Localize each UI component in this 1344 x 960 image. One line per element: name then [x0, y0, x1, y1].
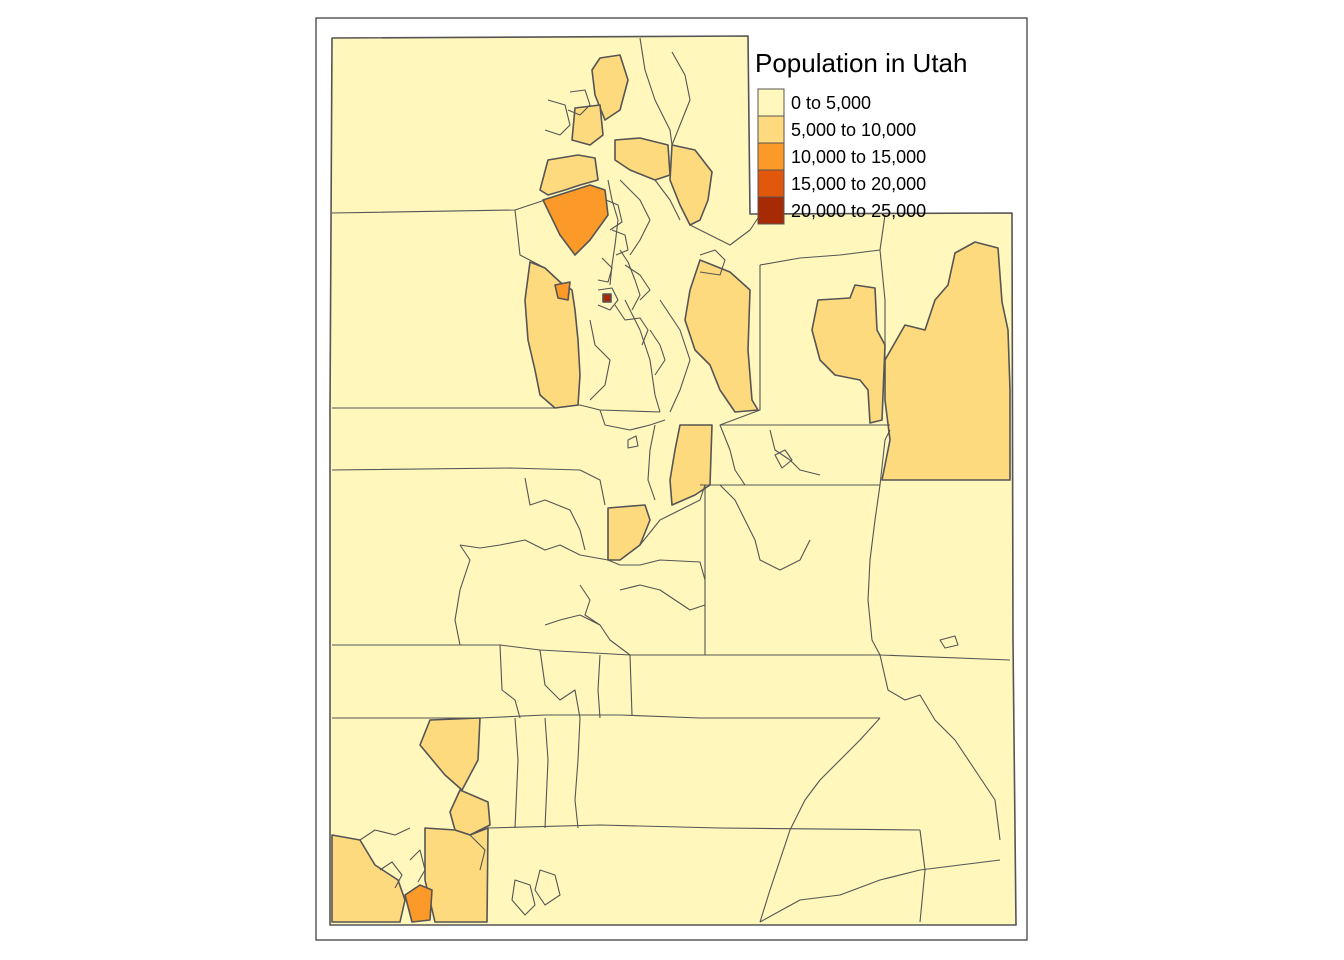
legend-swatch-4 [757, 169, 785, 198]
region-orange-south [404, 884, 433, 923]
region-east-bay [811, 284, 886, 424]
region-orange-north [542, 184, 609, 256]
legend-swatch-1 [757, 88, 785, 117]
region-sw-1 [419, 717, 481, 791]
map-regions [329, 35, 1017, 926]
region-north-2 [591, 54, 629, 121]
region-north-3 [571, 104, 604, 146]
legend-label-1: 0 to 5,000 [791, 93, 871, 113]
legend: Population in Utah 0 to 5,000 5,000 to 1… [755, 48, 967, 225]
region-boundaries [331, 37, 1011, 923]
legend-swatch-2 [757, 115, 785, 144]
legend-swatch-5 [757, 196, 785, 225]
region-central-east [684, 259, 759, 413]
region-north-1 [614, 137, 671, 181]
region-orange-west-small [554, 281, 571, 301]
region-north-4 [539, 154, 599, 196]
legend-label-3: 10,000 to 15,000 [791, 147, 926, 167]
region-north-east [669, 144, 713, 226]
legend-label-4: 15,000 to 20,000 [791, 174, 926, 194]
legend-label-5: 20,000 to 25,000 [791, 201, 926, 221]
legend-label-2: 5,000 to 10,000 [791, 120, 916, 140]
region-red-small [602, 293, 612, 303]
legend-title: Population in Utah [755, 48, 967, 78]
legend-swatch-3 [757, 142, 785, 171]
region-sw-3 [424, 827, 489, 923]
region-sw-4 [331, 834, 406, 923]
region-east-large [881, 241, 1011, 481]
